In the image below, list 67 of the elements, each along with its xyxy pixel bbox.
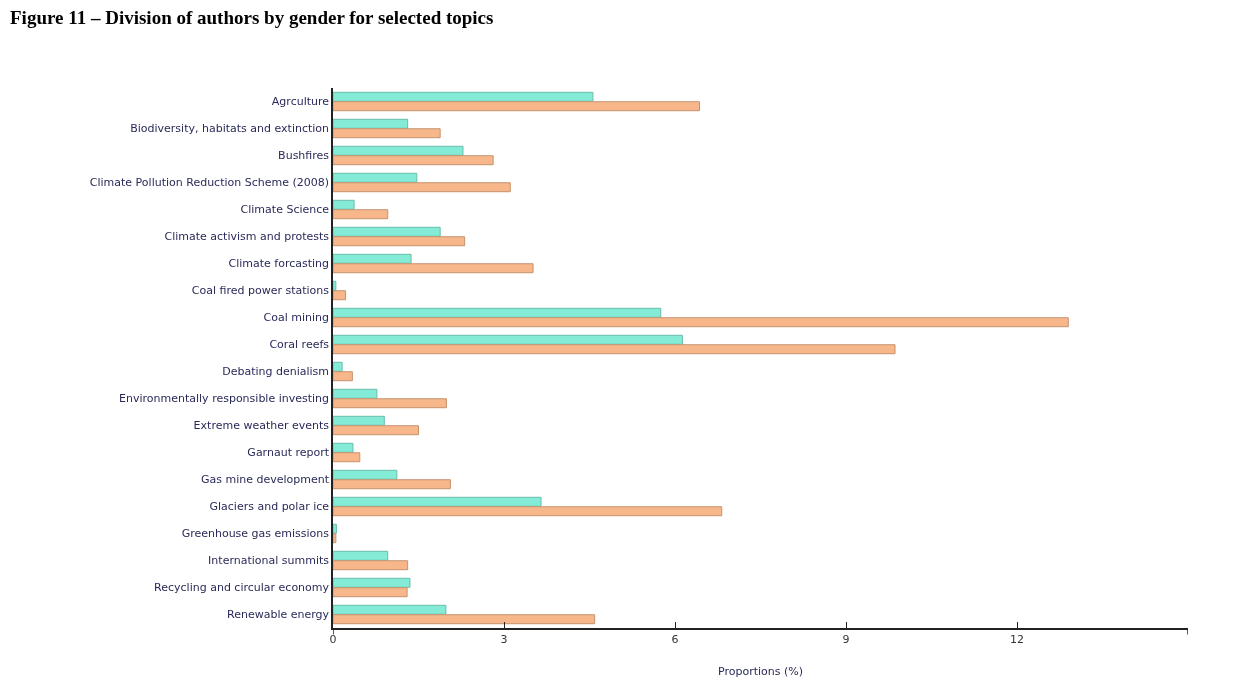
x-tick-label: 3 [500,632,508,646]
y-tick-label: Climate Science [240,203,330,217]
x-axis-title: Proportions (%) [717,664,804,678]
y-tick-label: Coal fired power stations [191,284,330,298]
y-tick-label: Climate Pollution Reduction Scheme (2008) [89,176,330,190]
bar [333,155,494,166]
y-tick-label: International summits [208,554,330,568]
bar [333,307,662,318]
y-tick-label: Extreme weather events [193,419,330,433]
bar [333,506,723,517]
bar [333,496,542,507]
bar [333,128,441,139]
bar [333,334,683,345]
bar [333,253,412,264]
bar [333,560,409,571]
bar [333,523,337,534]
bar [333,614,596,625]
bar [333,550,389,561]
bar [333,469,398,480]
x-tick-label: 0 [329,632,337,646]
bar [333,226,441,237]
bar [333,290,347,301]
y-tick-label: Climate forcasting [228,257,330,271]
y-tick-label: Coral reefs [269,338,330,352]
bar [333,263,534,274]
bar [333,91,594,102]
bar [333,182,511,193]
y-tick-label: Renewable energy [227,608,330,622]
y-tick-label: Biodiversity, habitats and extinction [130,122,330,136]
bar [333,425,419,436]
bar [333,442,354,453]
bar [333,344,896,355]
bar [333,415,385,426]
bar [333,398,447,409]
bar [333,361,343,372]
bar [333,604,447,615]
bar [333,101,701,112]
y-tick-label: Environmentally responsible investing [119,392,330,406]
y-tick-label: Gas mine development [200,473,330,487]
bar [333,209,389,220]
bar [333,172,418,183]
y-tick-label: Greenhouse gas emissions [181,527,330,541]
bar [333,317,1069,328]
bar [333,118,409,129]
bar [333,145,464,156]
bar [333,371,353,382]
bar [333,577,411,588]
bar [333,533,337,544]
chart-title: Figure 11 – Division of authors by gender for selected topics [10,6,494,28]
bar [333,452,361,463]
bar [333,388,378,399]
y-tick-label: Debating denialism [222,365,330,379]
y-tick-label: Glaciers and polar ice [209,500,330,514]
bar [333,479,451,490]
x-tick-label: 6 [671,632,679,646]
bar [333,587,408,598]
y-tick-label: Garnaut report [247,446,330,460]
x-tick-label: 12 [1010,632,1024,646]
y-tick-label: Bushfires [278,149,330,163]
bar [333,280,337,291]
x-tick-label: 9 [842,632,850,646]
y-tick-label: Agrculture [271,95,330,109]
bar [333,199,355,210]
y-tick-label: Coal mining [263,311,330,325]
y-tick-label: Recycling and circular economy [154,581,330,595]
bar [333,236,466,247]
y-tick-label: Climate activism and protests [164,230,330,244]
